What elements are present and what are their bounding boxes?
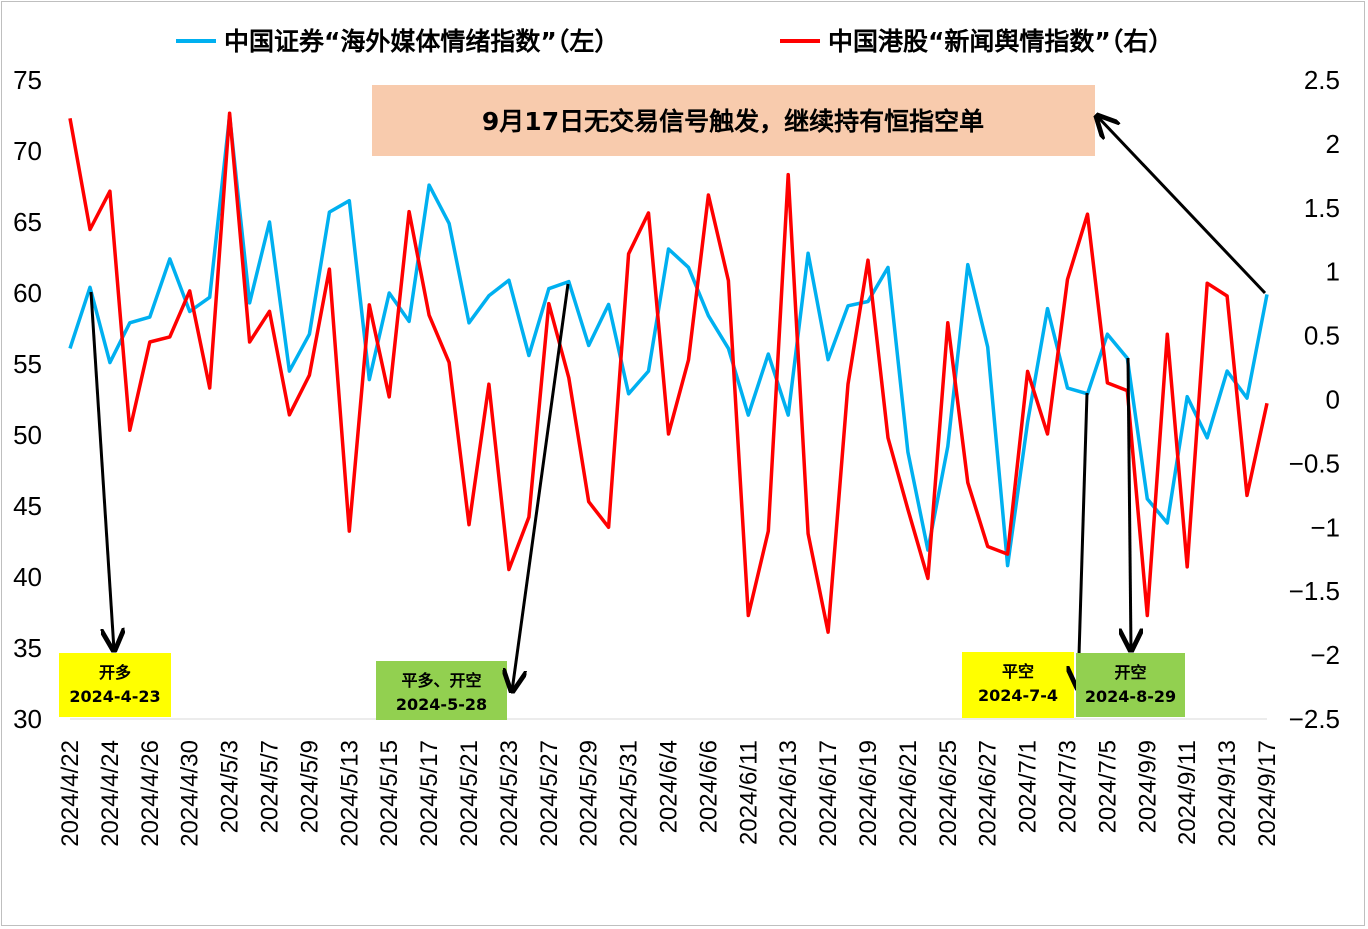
x-tick-label: 2024/6/25 xyxy=(935,740,962,847)
legend-label: 中国港股“新闻舆情指数”（右） xyxy=(828,27,1173,56)
x-tick-label: 2024/9/9 xyxy=(1134,740,1161,833)
x-tick-label: 2024/5/3 xyxy=(217,740,244,833)
x-tick-label: 2024/5/31 xyxy=(616,740,643,847)
x-tick-label: 2024/6/19 xyxy=(855,740,882,847)
signal-box xyxy=(376,661,507,720)
x-tick-label: 2024/5/13 xyxy=(336,740,363,847)
right-tick-label: −2 xyxy=(1310,640,1340,670)
x-tick-label: 2024/7/3 xyxy=(1055,740,1082,833)
right-tick-label: 0.5 xyxy=(1304,321,1340,351)
right-tick-label: −2.5 xyxy=(1289,704,1340,734)
signal-date-label: 2024-5-28 xyxy=(396,695,487,714)
left-tick-label: 70 xyxy=(13,136,42,166)
signal-action-label: 平空 xyxy=(1002,662,1034,681)
right-tick-label: 1.5 xyxy=(1304,193,1340,223)
x-tick-label: 2024/5/17 xyxy=(416,740,443,847)
x-tick-label: 2024/5/23 xyxy=(496,740,523,847)
signal-date-label: 2024-8-29 xyxy=(1085,687,1176,706)
x-tick-label: 2024/4/26 xyxy=(137,740,164,847)
x-tick-label: 2024/4/30 xyxy=(177,740,204,847)
series-line-hk-news-sentiment xyxy=(68,111,1269,634)
left-tick-label: 60 xyxy=(13,278,42,308)
left-y-axis: 30 35 40 45 50 55 60 65 70 75 xyxy=(13,65,42,734)
right-tick-label: −1.5 xyxy=(1289,576,1340,606)
annotation-box xyxy=(372,85,1095,156)
signal-box xyxy=(59,653,171,717)
x-tick-label: 2024/4/22 xyxy=(57,740,84,847)
x-tick-label: 2024/9/13 xyxy=(1214,740,1241,847)
x-tick-label: 2024/5/21 xyxy=(456,740,483,847)
x-tick-label: 2024/7/5 xyxy=(1094,740,1121,833)
x-tick-label: 2024/6/6 xyxy=(695,740,722,833)
signal-arrow xyxy=(512,283,570,691)
left-tick-label: 40 xyxy=(13,562,42,592)
x-tick-label: 2024/9/17 xyxy=(1254,740,1281,847)
x-tick-label: 2024/6/17 xyxy=(815,740,842,847)
x-tick-label: 2024/5/15 xyxy=(376,740,403,847)
legend: 中国证券“海外媒体情绪指数”（左） 中国港股“新闻舆情指数”（右） xyxy=(176,27,1173,56)
right-tick-label: 1 xyxy=(1326,257,1340,287)
legend-label: 中国证券“海外媒体情绪指数”（左） xyxy=(224,27,619,56)
signal-arrow xyxy=(89,291,114,650)
series-line-overseas-sentiment xyxy=(68,113,1269,568)
x-tick-label: 2024/5/27 xyxy=(536,740,563,847)
right-tick-label: 2.5 xyxy=(1304,65,1340,95)
signal-date-label: 2024-4-23 xyxy=(69,687,160,706)
signal-arrow xyxy=(1078,392,1087,688)
right-tick-label: −1 xyxy=(1310,512,1340,542)
right-y-axis: −2.5 −2 −1.5 −1 −0.5 0 0.5 1 1.5 2 2.5 xyxy=(1289,65,1340,734)
x-tick-label: 2024/9/11 xyxy=(1174,740,1201,845)
right-tick-label: 0 xyxy=(1326,385,1340,415)
signal-arrow xyxy=(1128,357,1131,650)
series-layer xyxy=(68,111,1269,634)
x-tick-label: 2024/6/27 xyxy=(975,740,1002,847)
right-tick-label: 2 xyxy=(1326,129,1340,159)
signal-action-label: 开空 xyxy=(1114,663,1146,682)
signal-box xyxy=(1076,653,1185,717)
x-tick-label: 2024/6/11 xyxy=(735,740,762,845)
left-tick-label: 65 xyxy=(13,207,42,237)
x-tick-label: 2024/5/29 xyxy=(576,740,603,847)
x-axis: 2024/4/22 2024/4/24 2024/4/26 2024/4/30 2024… xyxy=(57,718,1281,847)
x-tick-label: 2024/6/21 xyxy=(895,740,922,847)
left-tick-label: 55 xyxy=(13,349,42,379)
x-tick-label: 2024/7/1 xyxy=(1015,740,1042,833)
annotation-arrow xyxy=(1097,116,1267,295)
signal-date-label: 2024-7-4 xyxy=(978,686,1058,705)
left-tick-label: 50 xyxy=(13,420,42,450)
x-tick-label: 2024/6/4 xyxy=(656,740,683,833)
signal-box xyxy=(962,652,1074,718)
x-tick-label: 2024/5/7 xyxy=(257,740,284,833)
left-tick-label: 30 xyxy=(13,704,42,734)
x-tick-label: 2024/5/9 xyxy=(296,740,323,833)
signal-action-label: 平多、开空 xyxy=(401,671,481,690)
left-tick-label: 75 xyxy=(13,65,42,95)
left-tick-label: 45 xyxy=(13,491,42,521)
x-tick-label: 2024/6/13 xyxy=(775,740,802,847)
x-tick-label: 2024/4/24 xyxy=(97,740,124,847)
right-tick-label: −0.5 xyxy=(1289,448,1340,478)
annotation-text: 9月17日无交易信号触发，继续持有恒指空单 xyxy=(482,107,984,136)
signal-action-label: 开多 xyxy=(99,663,131,682)
left-tick-label: 35 xyxy=(13,633,42,663)
